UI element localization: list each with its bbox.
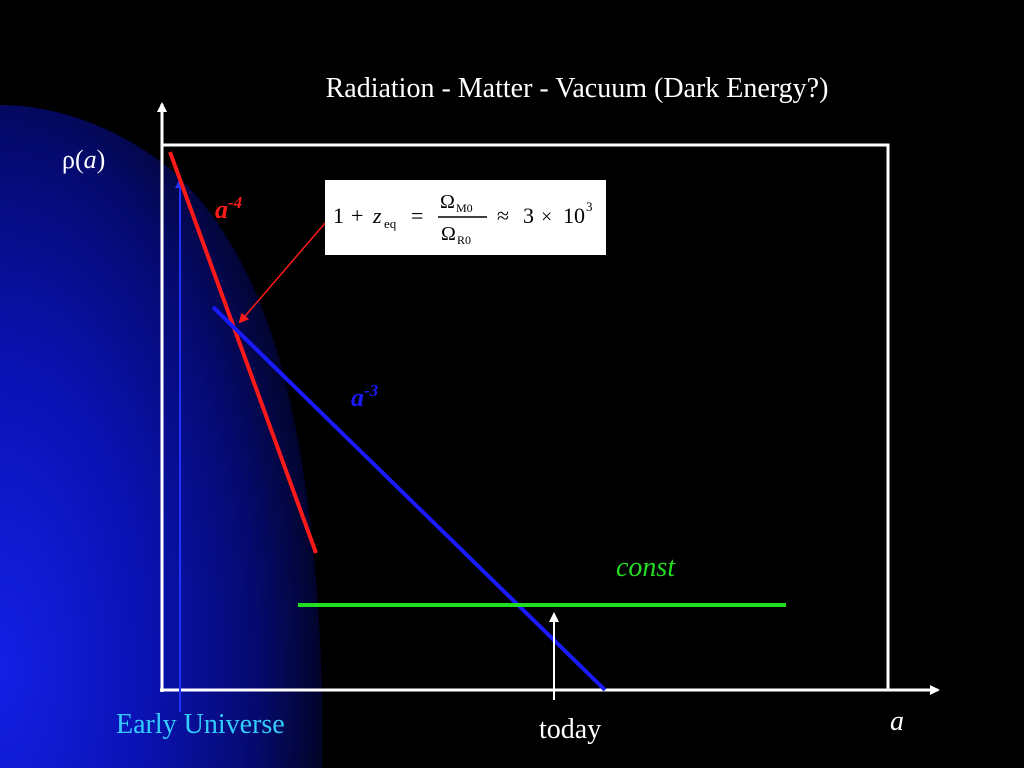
matter-label: a-3 [351,381,379,412]
matter-label-exponent: -3 [364,381,379,400]
eq-equals: = [411,203,423,228]
today-label: today [539,714,601,745]
eq-z-sub: eq [384,216,397,231]
radiation-label-base: a [215,195,228,224]
equality-arrow [238,221,327,324]
matter-curve [211,305,607,692]
eq-base: 10 [563,203,585,228]
eq-den-sub: R0 [457,233,471,247]
y-axis-label-rho: ρ( [62,145,84,174]
eq-z: z [372,203,382,228]
radiation-label-exponent: -4 [228,193,242,212]
early-universe-label: Early Universe [116,709,285,740]
y-axis-label: ρ(a) [62,145,105,174]
radiation-label: a-4 [215,193,242,224]
matter-label-base: a [351,383,364,412]
eq-one: 1 [333,203,344,228]
eq-plus: + [351,203,363,228]
vacuum-label: const [616,552,676,583]
y-axis-label-var: a [84,145,97,174]
eq-den-omega: Ω [441,223,456,245]
eq-approx: ≈ [497,203,509,228]
equation-formula: 1 + z eq = Ω M0 Ω R0 ≈ 3 × 10 3 [333,191,593,247]
eq-times: × [541,206,552,228]
eq-coef: 3 [523,203,534,228]
eq-num-sub: M0 [456,201,473,215]
eq-exp: 3 [586,199,593,214]
slide-title: Radiation - Matter - Vacuum (Dark Energy… [326,73,829,104]
equality-equation-box: 1 + z eq = Ω M0 Ω R0 ≈ 3 × 10 3 [325,180,606,255]
x-axis-label: a [890,706,904,737]
radiation-curve [168,151,318,554]
eq-num-omega: Ω [440,191,455,213]
y-axis-label-close: ) [97,145,106,174]
